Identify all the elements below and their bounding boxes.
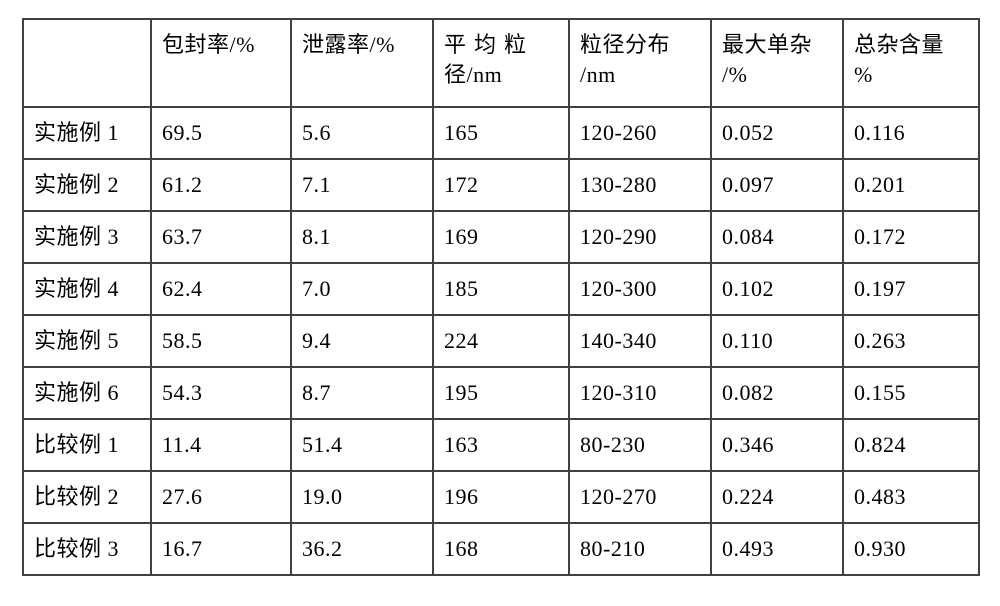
cell: 80-230 xyxy=(569,419,711,471)
cell: 169 xyxy=(433,211,569,263)
cell: 172 xyxy=(433,159,569,211)
col-header-3: 平均粒 径/nm xyxy=(433,19,569,107)
cell: 5.6 xyxy=(291,107,433,159)
cell: 0.110 xyxy=(711,315,843,367)
col-header-4-l2: /nm xyxy=(580,60,702,90)
cell: 比较例 3 xyxy=(23,523,151,575)
cell: 0.224 xyxy=(711,471,843,523)
cell: 19.0 xyxy=(291,471,433,523)
col-header-6-l1: 总杂含量 xyxy=(854,32,944,57)
cell: 0.102 xyxy=(711,263,843,315)
cell: 0.052 xyxy=(711,107,843,159)
cell: 0.172 xyxy=(843,211,979,263)
cell: 比较例 1 xyxy=(23,419,151,471)
cell: 9.4 xyxy=(291,315,433,367)
cell: 8.7 xyxy=(291,367,433,419)
table-row: 比较例 2 27.6 19.0 196 120-270 0.224 0.483 xyxy=(23,471,979,523)
cell: 0.483 xyxy=(843,471,979,523)
cell: 36.2 xyxy=(291,523,433,575)
cell: 120-290 xyxy=(569,211,711,263)
cell: 0.346 xyxy=(711,419,843,471)
cell: 196 xyxy=(433,471,569,523)
cell: 实施例 5 xyxy=(23,315,151,367)
cell: 130-280 xyxy=(569,159,711,211)
table-header: 包封率/% 泄露率/% 平均粒 径/nm 粒径分布 /nm 最大单杂 /% 总杂… xyxy=(23,19,979,107)
cell: 140-340 xyxy=(569,315,711,367)
cell: 224 xyxy=(433,315,569,367)
cell: 120-270 xyxy=(569,471,711,523)
cell: 165 xyxy=(433,107,569,159)
cell: 实施例 2 xyxy=(23,159,151,211)
cell: 27.6 xyxy=(151,471,291,523)
cell: 实施例 3 xyxy=(23,211,151,263)
cell: 0.824 xyxy=(843,419,979,471)
cell: 0.116 xyxy=(843,107,979,159)
cell: 8.1 xyxy=(291,211,433,263)
cell: 0.097 xyxy=(711,159,843,211)
col-header-1-l1: 包封率/% xyxy=(162,32,255,57)
cell: 120-310 xyxy=(569,367,711,419)
cell: 120-260 xyxy=(569,107,711,159)
cell: 195 xyxy=(433,367,569,419)
table-body: 实施例 1 69.5 5.6 165 120-260 0.052 0.116 实… xyxy=(23,107,979,575)
cell: 16.7 xyxy=(151,523,291,575)
cell: 63.7 xyxy=(151,211,291,263)
cell: 80-210 xyxy=(569,523,711,575)
cell: 实施例 4 xyxy=(23,263,151,315)
table-header-row: 包封率/% 泄露率/% 平均粒 径/nm 粒径分布 /nm 最大单杂 /% 总杂… xyxy=(23,19,979,107)
col-header-5: 最大单杂 /% xyxy=(711,19,843,107)
table-row: 实施例 1 69.5 5.6 165 120-260 0.052 0.116 xyxy=(23,107,979,159)
cell: 0.197 xyxy=(843,263,979,315)
cell: 7.0 xyxy=(291,263,433,315)
cell: 61.2 xyxy=(151,159,291,211)
table-row: 实施例 4 62.4 7.0 185 120-300 0.102 0.197 xyxy=(23,263,979,315)
cell: 163 xyxy=(433,419,569,471)
cell: 69.5 xyxy=(151,107,291,159)
col-header-6-l2: % xyxy=(854,60,970,90)
col-header-5-l2: /% xyxy=(722,60,834,90)
table-row: 实施例 2 61.2 7.1 172 130-280 0.097 0.201 xyxy=(23,159,979,211)
cell: 0.263 xyxy=(843,315,979,367)
col-header-2: 泄露率/% xyxy=(291,19,433,107)
cell: 0.201 xyxy=(843,159,979,211)
col-header-4: 粒径分布 /nm xyxy=(569,19,711,107)
col-header-3-l1: 平均粒 xyxy=(444,32,534,57)
cell: 62.4 xyxy=(151,263,291,315)
table-row: 实施例 3 63.7 8.1 169 120-290 0.084 0.172 xyxy=(23,211,979,263)
col-header-1: 包封率/% xyxy=(151,19,291,107)
cell: 51.4 xyxy=(291,419,433,471)
cell: 0.084 xyxy=(711,211,843,263)
cell: 54.3 xyxy=(151,367,291,419)
col-header-2-l1: 泄露率/% xyxy=(302,32,395,57)
col-header-6: 总杂含量 % xyxy=(843,19,979,107)
cell: 0.930 xyxy=(843,523,979,575)
col-header-5-l1: 最大单杂 xyxy=(722,32,812,57)
cell: 0.493 xyxy=(711,523,843,575)
cell: 185 xyxy=(433,263,569,315)
table-row: 实施例 6 54.3 8.7 195 120-310 0.082 0.155 xyxy=(23,367,979,419)
cell: 比较例 2 xyxy=(23,471,151,523)
cell: 7.1 xyxy=(291,159,433,211)
cell: 168 xyxy=(433,523,569,575)
cell: 实施例 1 xyxy=(23,107,151,159)
cell: 11.4 xyxy=(151,419,291,471)
col-header-0 xyxy=(23,19,151,107)
table-row: 比较例 1 11.4 51.4 163 80-230 0.346 0.824 xyxy=(23,419,979,471)
col-header-4-l1: 粒径分布 xyxy=(580,32,670,57)
col-header-3-l2: 径/nm xyxy=(444,60,560,90)
cell: 0.082 xyxy=(711,367,843,419)
data-table: 包封率/% 泄露率/% 平均粒 径/nm 粒径分布 /nm 最大单杂 /% 总杂… xyxy=(22,18,980,576)
cell: 0.155 xyxy=(843,367,979,419)
table-row: 实施例 5 58.5 9.4 224 140-340 0.110 0.263 xyxy=(23,315,979,367)
cell: 120-300 xyxy=(569,263,711,315)
cell: 58.5 xyxy=(151,315,291,367)
cell: 实施例 6 xyxy=(23,367,151,419)
table-row: 比较例 3 16.7 36.2 168 80-210 0.493 0.930 xyxy=(23,523,979,575)
